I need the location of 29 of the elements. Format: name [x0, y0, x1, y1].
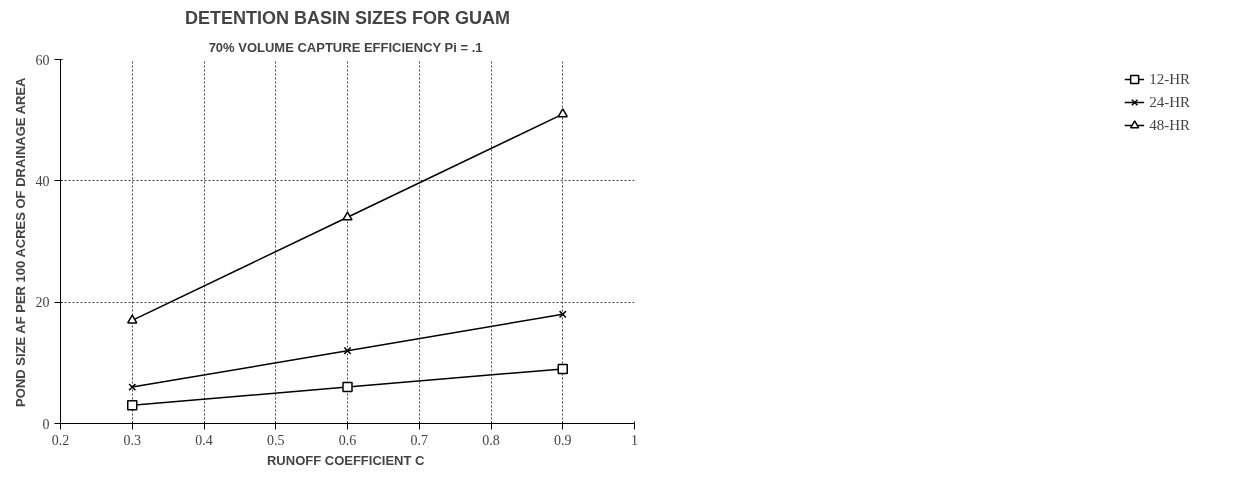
point	[343, 346, 352, 355]
x-tick-label: 1	[631, 432, 638, 448]
point	[557, 108, 568, 118]
y-tick-label: 60	[35, 52, 50, 68]
legend-label: 48-HR	[1149, 116, 1190, 134]
point	[128, 383, 137, 392]
y-tick-label: 0	[42, 416, 50, 432]
point	[342, 211, 353, 221]
x-tick-label: 0.9	[554, 432, 572, 448]
x-tick-label: 0.7	[410, 432, 428, 448]
x-tick-label: 0.8	[482, 432, 500, 448]
legend-label: 12-HR	[1149, 70, 1190, 88]
legend-label: 24-HR	[1149, 93, 1190, 111]
x-tick-label: 0.3	[123, 432, 141, 448]
x-tick-label: 0.6	[338, 432, 357, 448]
chart-subtitle: 70% VOLUME CAPTURE EFFICIENCY Pi = .1	[208, 39, 483, 55]
x-axis-title: RUNOFF COEFFICIENT C	[266, 452, 426, 468]
chart-title: DETENTION BASIN SIZES FOR GUAM	[184, 7, 511, 28]
x-tick-label: 0.5	[267, 432, 285, 448]
point	[558, 310, 567, 319]
point	[557, 363, 568, 375]
point	[342, 381, 353, 393]
y-axis-title: POND SIZE AF PER 100 ACRES OF DRAINAGE AREA	[12, 76, 28, 407]
y-tick-label: 40	[35, 173, 50, 189]
point	[127, 314, 138, 324]
y-tick-label: 20	[35, 295, 50, 311]
point	[127, 400, 138, 411]
x-tick-label: 0.4	[195, 432, 213, 448]
x-tick-label: 0.2	[51, 432, 70, 448]
